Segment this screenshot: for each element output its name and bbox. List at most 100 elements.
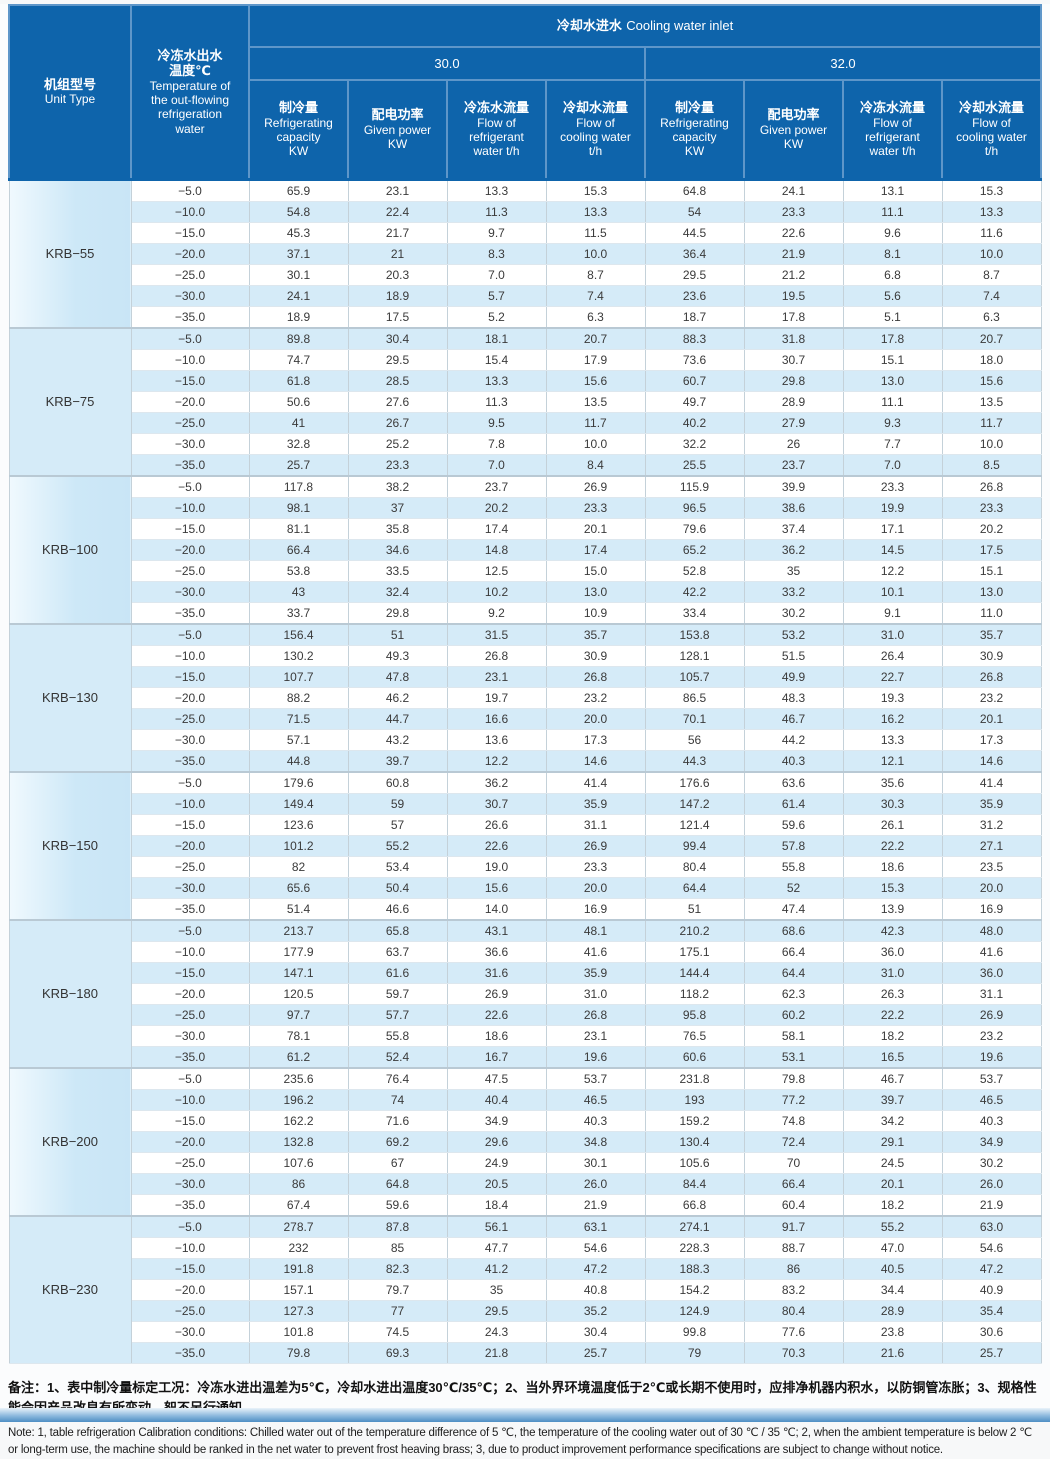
value-cell: 17.8 (843, 328, 942, 350)
value-cell: 5.7 (447, 285, 546, 306)
temp-cell: −15.0 (131, 1258, 249, 1279)
header-cooling-water-inlet: 冷却水进水 Cooling water inlet (249, 5, 1041, 47)
value-cell: 64.4 (744, 962, 843, 983)
value-cell: 82 (249, 856, 348, 877)
value-cell: 66.4 (249, 539, 348, 560)
value-cell: 191.8 (249, 1258, 348, 1279)
temp-cell: −30.0 (131, 433, 249, 454)
value-cell: 76.4 (348, 1068, 447, 1090)
temp-cell: −15.0 (131, 962, 249, 983)
value-cell: 55.8 (744, 856, 843, 877)
value-cell: 33.2 (744, 581, 843, 602)
value-cell: 33.5 (348, 560, 447, 581)
temp-cell: −35.0 (131, 750, 249, 772)
value-cell: 52.4 (348, 1046, 447, 1068)
value-cell: 71.6 (348, 1110, 447, 1131)
value-cell: 36.2 (744, 539, 843, 560)
value-cell: 13.3 (942, 201, 1041, 222)
value-cell: 176.6 (645, 772, 744, 794)
header-refrigerant-flow-30-zh: 冷冻水流量 (448, 100, 545, 116)
value-cell: 41.4 (546, 772, 645, 794)
value-cell: 60.7 (645, 370, 744, 391)
value-cell: 18.6 (447, 1025, 546, 1046)
value-cell: 11.1 (843, 201, 942, 222)
value-cell: 48.0 (942, 920, 1041, 942)
temp-cell: −20.0 (131, 391, 249, 412)
value-cell: 25.5 (645, 454, 744, 476)
header-cooling-flow-32: 冷却水流量 Flow of cooling water t/h (942, 80, 1041, 179)
value-cell: 17.3 (942, 729, 1041, 750)
temp-cell: −10.0 (131, 201, 249, 222)
value-cell: 88.2 (249, 687, 348, 708)
value-cell: 70 (744, 1152, 843, 1173)
value-cell: 55.2 (348, 835, 447, 856)
value-cell: 26.1 (843, 814, 942, 835)
value-cell: 278.7 (249, 1216, 348, 1238)
header-capacity-32: 制冷量 Refrigerating capacity KW (645, 80, 744, 179)
value-cell: 18.4 (447, 1194, 546, 1216)
temp-cell: −10.0 (131, 941, 249, 962)
header-capacity-32-en: Refrigerating capacity KW (646, 116, 743, 158)
temp-cell: −15.0 (131, 814, 249, 835)
value-cell: 36.0 (942, 962, 1041, 983)
value-cell: 61.4 (744, 793, 843, 814)
value-cell: 6.3 (546, 306, 645, 328)
value-cell: 56.1 (447, 1216, 546, 1238)
value-cell: 15.3 (843, 877, 942, 898)
value-cell: 30.3 (843, 793, 942, 814)
value-cell: 26.4 (843, 645, 942, 666)
value-cell: 21.7 (348, 222, 447, 243)
value-cell: 32.8 (249, 433, 348, 454)
value-cell: 79.6 (645, 518, 744, 539)
value-cell: 23.3 (546, 497, 645, 518)
value-cell: 16.9 (942, 898, 1041, 920)
value-cell: 40.3 (942, 1110, 1041, 1131)
value-cell: 18.6 (843, 856, 942, 877)
value-cell: 19.6 (942, 1046, 1041, 1068)
value-cell: 21.9 (744, 243, 843, 264)
temp-cell: −25.0 (131, 1004, 249, 1025)
value-cell: 22.6 (744, 222, 843, 243)
temp-cell: −5.0 (131, 179, 249, 201)
value-cell: 159.2 (645, 1110, 744, 1131)
value-cell: 65.8 (348, 920, 447, 942)
temp-cell: −20.0 (131, 1131, 249, 1152)
value-cell: 18.1 (447, 328, 546, 350)
value-cell: 120.5 (249, 983, 348, 1004)
temp-cell: −20.0 (131, 1279, 249, 1300)
value-cell: 46.5 (942, 1089, 1041, 1110)
value-cell: 7.4 (546, 285, 645, 306)
spec-sheet-page: 机组型号 Unit Type 冷冻水出水 温度℃ Temperature of … (0, 4, 1050, 1422)
value-cell: 22.2 (843, 1004, 942, 1025)
value-cell: 57.7 (348, 1004, 447, 1025)
header-power-30-en: Given power KW (349, 123, 446, 151)
temp-cell: −20.0 (131, 687, 249, 708)
value-cell: 231.8 (645, 1068, 744, 1090)
temp-cell: −35.0 (131, 1194, 249, 1216)
value-cell: 23.7 (744, 454, 843, 476)
temp-cell: −15.0 (131, 518, 249, 539)
value-cell: 36.6 (447, 941, 546, 962)
value-cell: 21.2 (744, 264, 843, 285)
value-cell: 21.8 (447, 1342, 546, 1363)
value-cell: 47.0 (843, 1237, 942, 1258)
value-cell: 53.7 (942, 1068, 1041, 1090)
value-cell: 10.0 (942, 433, 1041, 454)
temp-cell: −30.0 (131, 1321, 249, 1342)
value-cell: 16.2 (843, 708, 942, 729)
value-cell: 48.3 (744, 687, 843, 708)
value-cell: 26.0 (942, 1173, 1041, 1194)
value-cell: 30.9 (942, 645, 1041, 666)
value-cell: 88.3 (645, 328, 744, 350)
